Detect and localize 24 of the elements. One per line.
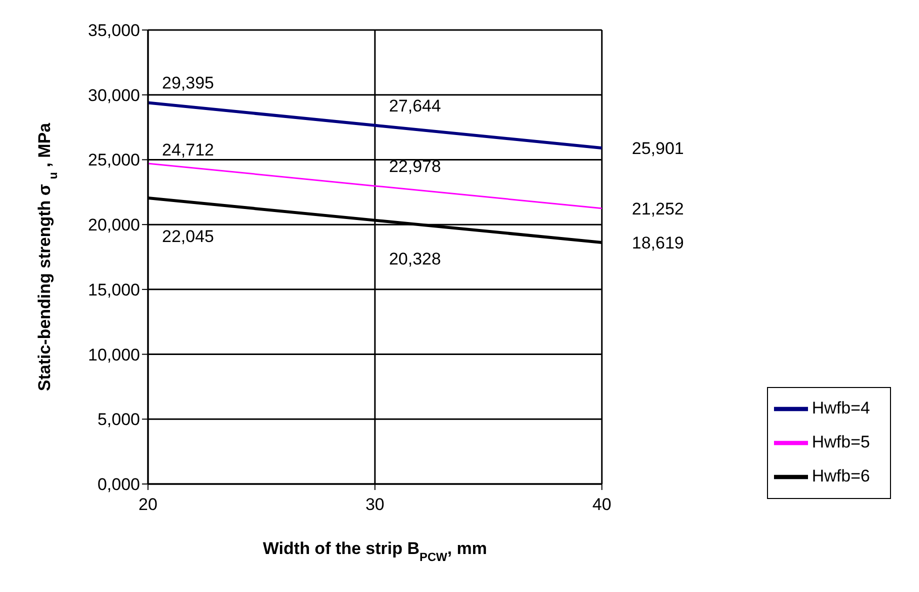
y-tick-label: 0,000 [97,475,140,494]
y-tick-label: 35,000 [88,21,140,40]
x-tick-label: 30 [365,495,384,514]
y-tick-label: 20,000 [88,216,140,235]
data-label: 24,712 [162,140,214,160]
x-axis-title: Width of the strip B$_{PCW}$, mm [262,539,487,564]
data-label: 22,978 [388,156,441,176]
data-label: 18,619 [632,233,684,252]
data-label: 20,328 [388,249,441,268]
y-tick-label: 15,000 [88,280,140,300]
legend-label: Hwfb=6 [812,466,870,486]
y-tick-label: 30,000 [88,86,140,105]
y-tick-label: 10,000 [88,345,140,364]
legend-label: Hwfb=5 [812,432,870,452]
data-label: 27,644 [388,96,441,116]
data-label: 29,395 [162,74,214,93]
data-label: 25,901 [632,139,684,158]
data-label: 21,252 [632,199,684,218]
y-tick-label: 5,000 [97,410,140,430]
legend-label: Hwfb=4 [812,398,870,418]
x-tick-label: 40 [592,495,612,514]
y-tick-label: 25,000 [88,150,140,170]
x-tick-label: 20 [138,495,158,514]
data-label: 22,045 [162,227,214,246]
